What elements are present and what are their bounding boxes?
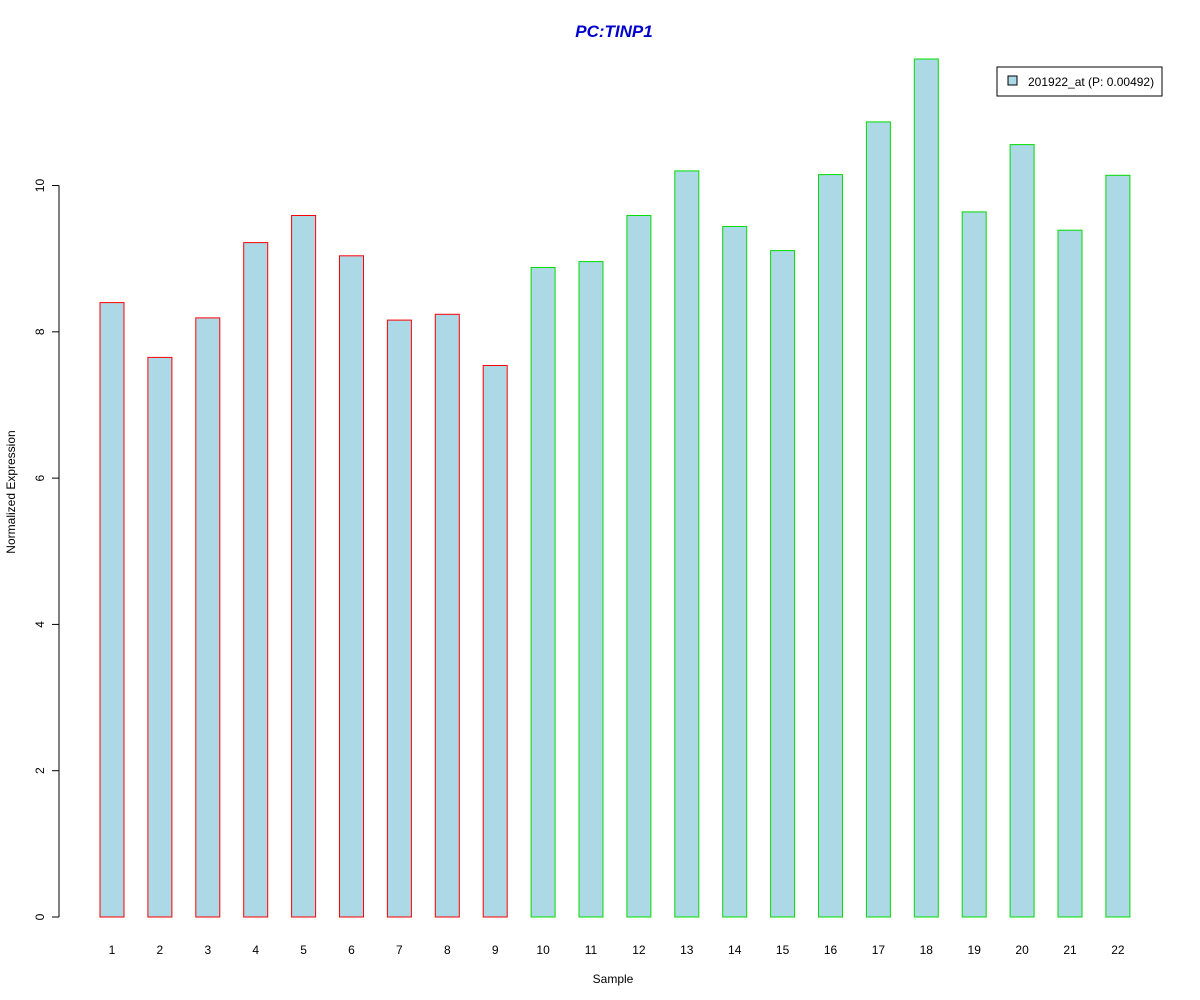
y-tick-label: 6 xyxy=(33,474,47,481)
bars-group xyxy=(99,58,1131,918)
x-tick-label: 19 xyxy=(968,943,982,957)
x-tick-label: 10 xyxy=(536,943,550,957)
x-tick-label: 1 xyxy=(109,943,116,957)
bar-sample-3 xyxy=(195,317,221,918)
bar-sample-16 xyxy=(818,174,843,918)
bar-sample-15 xyxy=(770,250,796,918)
x-tick-labels: 1 2 3 4 5 6 7 8 9 10 11 12 13 14 15 16 17 18 19 20 21 22 xyxy=(109,943,1125,957)
y-tick-label: 2 xyxy=(33,767,47,774)
y-tick-label: 0 xyxy=(33,913,47,920)
bar-sample-4 xyxy=(243,242,269,918)
x-tick-label: 8 xyxy=(444,943,451,957)
bar-sample-7 xyxy=(386,319,412,918)
x-tick-label: 12 xyxy=(632,943,646,957)
x-tick-label: 22 xyxy=(1111,943,1125,957)
x-tick-label: 4 xyxy=(252,943,259,957)
x-axis-label: Sample xyxy=(593,972,634,986)
x-tick-label: 15 xyxy=(776,943,790,957)
x-tick-label: 3 xyxy=(204,943,211,957)
x-tick-label: 2 xyxy=(157,943,164,957)
y-tick-label: 10 xyxy=(33,179,47,193)
bar-sample-8 xyxy=(434,313,460,918)
legend-swatch xyxy=(1007,75,1018,86)
bar-sample-5 xyxy=(291,215,317,918)
x-tick-label: 6 xyxy=(348,943,355,957)
y-axis: 0 2 4 6 8 10 xyxy=(33,179,60,920)
bar-sample-10 xyxy=(530,267,556,918)
bar-sample-22 xyxy=(1105,174,1131,918)
bar-sample-20 xyxy=(1009,144,1035,918)
x-tick-label: 20 xyxy=(1015,943,1029,957)
bar-sample-13 xyxy=(674,170,700,918)
y-tick-label: 4 xyxy=(33,621,47,628)
bar-sample-19 xyxy=(961,211,987,918)
x-tick-label: 7 xyxy=(396,943,403,957)
bar-sample-2 xyxy=(147,356,173,918)
x-tick-label: 14 xyxy=(728,943,742,957)
y-axis-label: Normalized Expression xyxy=(4,430,18,553)
bar-sample-18 xyxy=(913,58,939,918)
bar-sample-14 xyxy=(722,226,748,918)
bar-sample-17 xyxy=(865,121,891,918)
x-tick-label: 11 xyxy=(585,943,598,957)
x-tick-label: 17 xyxy=(872,943,886,957)
bar-sample-9 xyxy=(482,365,508,918)
y-tick-label: 8 xyxy=(33,328,47,335)
bar-sample-1 xyxy=(99,302,125,918)
chart-title: PC:TINP1 xyxy=(575,22,652,41)
bar-sample-6 xyxy=(339,255,364,918)
legend-box xyxy=(996,66,1163,97)
bar-sample-11 xyxy=(578,261,604,918)
bar-sample-12 xyxy=(626,215,652,918)
x-tick-label: 21 xyxy=(1063,943,1077,957)
x-tick-label: 18 xyxy=(920,943,934,957)
legend: 201922_at (P: 0.00492) xyxy=(996,66,1163,97)
x-tick-label: 5 xyxy=(300,943,307,957)
legend-label: 201922_at (P: 0.00492) xyxy=(1028,75,1154,89)
x-tick-label: 16 xyxy=(824,943,838,957)
x-tick-label: 9 xyxy=(492,943,499,957)
x-tick-label: 13 xyxy=(680,943,694,957)
bar-sample-21 xyxy=(1057,229,1083,918)
